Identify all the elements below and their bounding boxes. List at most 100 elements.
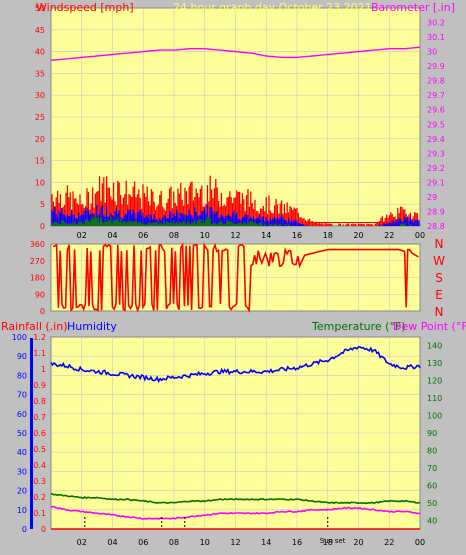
x-tick-label: 06 (138, 538, 148, 547)
humidity-scale-bar (30, 338, 33, 529)
sun-markers: Sun set (84, 517, 346, 545)
windspeed-axis-label: Windspeed [mph] (36, 1, 134, 14)
humidity-tick-label: 100 (12, 333, 27, 342)
barometer-tick-label: 30 (427, 48, 437, 57)
x-tick-label: 22 (384, 231, 394, 240)
temperature-axis-label: Temperature (°F) (311, 320, 406, 333)
sunset-label: set (335, 537, 346, 545)
x-tick-label: 10 (200, 538, 210, 547)
x-tick-label: 02 (77, 231, 87, 240)
windspeed-tick-label: 40 (35, 48, 45, 57)
windspeed-tick-label: 5 (40, 200, 45, 209)
windspeed-tick-label: 35 (35, 69, 45, 78)
x-tick-label: 22 (384, 538, 394, 547)
sunrise-label: Sun (320, 537, 333, 545)
barometer-axis-label: Barometer [.in] (371, 1, 455, 14)
direction-axis-ticks: 0 90 180 270 360 (30, 240, 45, 316)
windspeed-tick-label: 10 (35, 178, 45, 187)
wind-x-axis-ticks: 02 04 06 08 10 12 14 16 18 20 22 00 (77, 231, 425, 240)
direction-gridlines (51, 244, 420, 311)
barometer-tick-label: 29.4 (427, 135, 445, 144)
rainfall-tick-label: 1.2 (33, 333, 46, 342)
barometer-tick-label: 30.1 (427, 33, 445, 42)
rainfall-axis-label: Rainfall (.in) (1, 320, 68, 333)
wind-direction-line (52, 242, 419, 314)
temperature-line (50, 493, 421, 505)
humidity-tick-label: 50 (17, 429, 27, 438)
barometer-tick-label: 29.5 (427, 120, 445, 129)
humidity-tick-label: 0 (22, 525, 27, 534)
rainfall-tick-label: 0.6 (33, 429, 46, 438)
humidity-line (50, 346, 421, 384)
x-tick-label: 00 (415, 538, 425, 547)
humidity-tick-label: 60 (17, 410, 27, 419)
compass-label: E (435, 288, 443, 302)
temperature-tick-label: 120 (427, 377, 442, 386)
temperature-axis-ticks: 40 50 60 70 80 90 100 110 120 130 140 (427, 342, 442, 526)
rainfall-axis-ticks: 0 0.1 0.2 0.3 0.4 0.5 0.6 0.7 0.8 0.9 1 1.1 1.2 (33, 333, 46, 534)
compass-label: N (435, 237, 444, 251)
temperature-tick-label: 50 (427, 499, 437, 508)
x-tick-label: 18 (323, 231, 333, 240)
rainfall-tick-label: 1 (41, 365, 46, 374)
temperature-tick-label: 70 (427, 464, 437, 473)
barometer-tick-label: 29.2 (427, 164, 445, 173)
temp-line-group (50, 346, 421, 530)
x-tick-label: 00 (415, 231, 425, 240)
temperature-tick-label: 100 (427, 412, 442, 421)
x-tick-label: 14 (261, 538, 271, 547)
x-tick-label: 14 (261, 231, 271, 240)
rainfall-tick-label: 0.8 (33, 397, 46, 406)
x-tick-label: 04 (107, 538, 117, 547)
windspeed-tick-label: 20 (35, 135, 45, 144)
humidity-tick-label: 70 (17, 391, 27, 400)
barometer-line-group (50, 46, 421, 61)
barometer-tick-label: 29 (427, 193, 437, 202)
humidity-tick-label: 20 (17, 487, 27, 496)
x-tick-label: 12 (230, 538, 240, 547)
x-tick-label: 18 (323, 538, 333, 547)
barometer-axis-ticks: 28.8 28.9 29 29.1 29.2 29.3 29.4 29.5 29.6 29.7 29… (427, 19, 445, 231)
x-tick-label: 16 (292, 231, 302, 240)
dewpoint-line (50, 505, 421, 520)
temperature-tick-label: 140 (427, 342, 442, 351)
windspeed-tick-label: 15 (35, 157, 45, 166)
x-tick-label: 20 (353, 538, 363, 547)
windspeed-tick-label: 45 (35, 26, 45, 35)
rainfall-tick-label: 0.7 (33, 413, 46, 422)
temperature-tick-label: 60 (427, 481, 437, 490)
x-tick-label: 08 (169, 538, 179, 547)
direction-tick-label: 360 (30, 240, 45, 249)
rainfall-tick-label: 0.1 (33, 509, 46, 518)
x-tick-label: 08 (169, 231, 179, 240)
humidity-tick-label: 30 (17, 467, 27, 476)
windspeed-tick-label: 0 (40, 222, 45, 231)
rainfall-tick-label: 1.1 (33, 349, 46, 358)
barometer-tick-label: 30.2 (427, 19, 445, 28)
barometer-tick-label: 29.6 (427, 106, 445, 115)
direction-line-group (52, 242, 419, 314)
direction-tick-label: 270 (30, 257, 45, 266)
rainfall-tick-label: 0.4 (33, 461, 46, 470)
temperature-tick-label: 130 (427, 359, 442, 368)
direction-tick-label: 90 (35, 290, 45, 299)
windspeed-tick-label: 25 (35, 113, 45, 122)
barometer-tick-label: 28.8 (427, 222, 445, 231)
windspeed-axis-ticks: 0 5 10 15 20 25 30 35 40 45 50 (35, 4, 45, 231)
x-tick-label: 12 (230, 231, 240, 240)
direction-tick-label: 0 (40, 307, 45, 316)
barometer-line (50, 46, 421, 61)
rainfall-tick-label: 0.9 (33, 381, 46, 390)
barometer-tick-label: 29.7 (427, 91, 445, 100)
windspeed-tick-label: 50 (35, 4, 45, 13)
rainfall-tick-label: 0.3 (33, 477, 46, 486)
humidity-tick-label: 10 (17, 506, 27, 515)
barometer-tick-label: 29.8 (427, 77, 445, 86)
humidity-tick-label: 80 (17, 371, 27, 380)
rainfall-tick-label: 0.2 (33, 493, 46, 502)
humidity-tick-label: 40 (17, 448, 27, 457)
